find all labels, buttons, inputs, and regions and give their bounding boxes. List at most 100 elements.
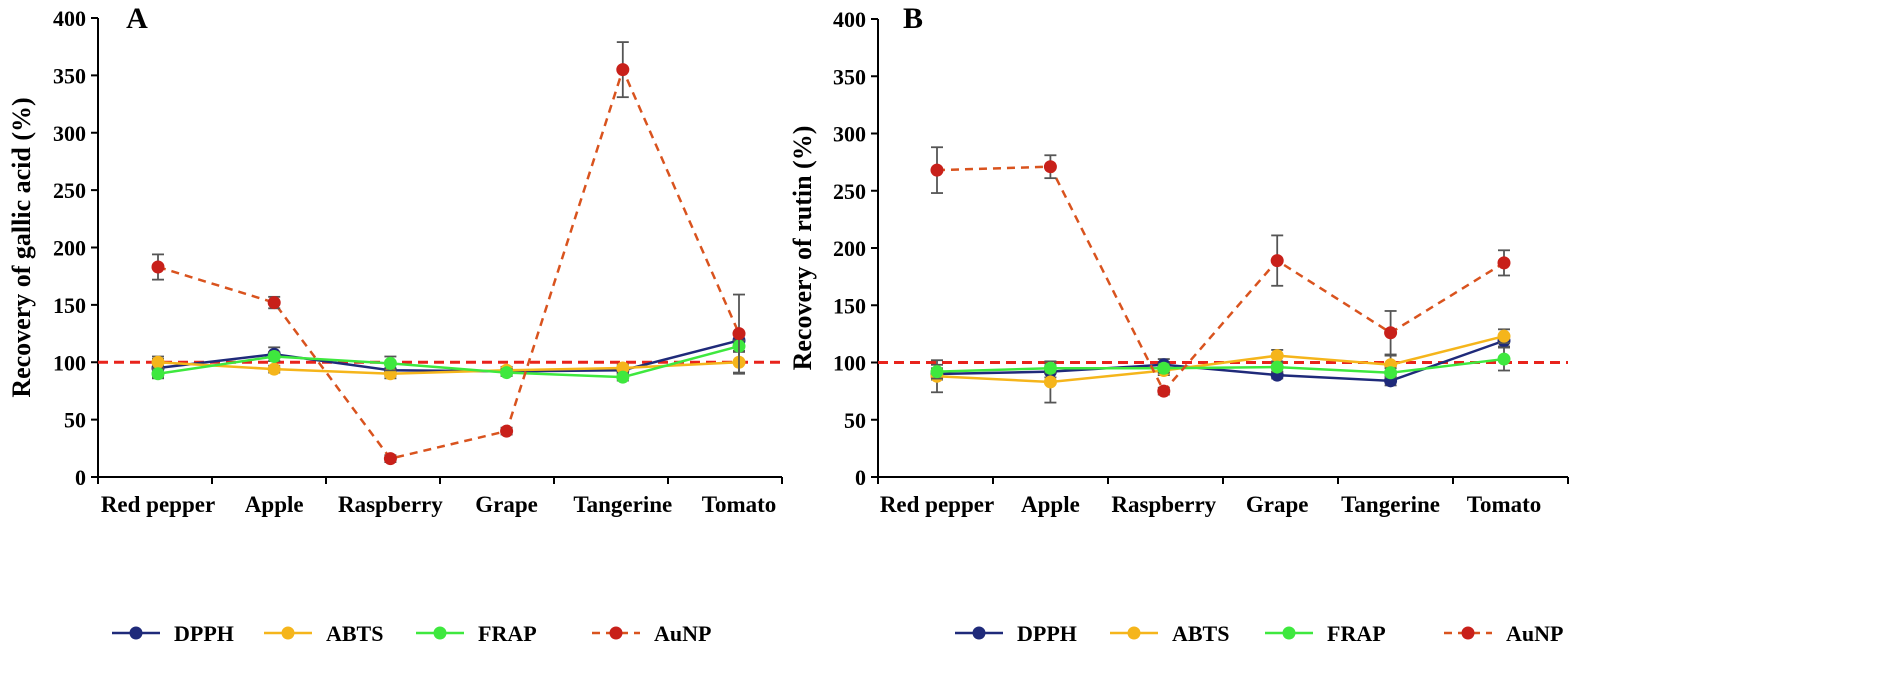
x-tick-label: Grape [1246, 492, 1309, 517]
y-tick-label: 0 [855, 465, 866, 490]
data-point [1270, 349, 1284, 363]
x-tick-label: Apple [1021, 492, 1080, 517]
data-point [1270, 254, 1284, 268]
legend-marker [1461, 626, 1475, 640]
data-point [1497, 352, 1511, 366]
data-point [1384, 326, 1398, 340]
legend-item-aunp: AuNP [1444, 621, 1563, 646]
data-point [1384, 366, 1398, 380]
panel-label: A [126, 2, 148, 35]
panel-label: B [903, 2, 923, 35]
y-tick-label: 300 [53, 121, 86, 146]
legend-label: ABTS [1172, 621, 1229, 646]
data-point [500, 424, 514, 438]
series-line-aunp [936, 165, 1505, 394]
y-tick-label: 250 [833, 179, 866, 204]
legend-label: DPPH [1017, 621, 1077, 646]
series-aunp [151, 41, 746, 466]
data-point [500, 366, 514, 380]
y-tick-label: 250 [53, 178, 86, 203]
legend-item-frap: FRAP [416, 621, 537, 646]
legend-label: ABTS [326, 621, 383, 646]
data-point [1043, 375, 1057, 389]
legend-item-aunp: AuNP [592, 621, 711, 646]
legend-item-dpph: DPPH [955, 621, 1077, 646]
y-tick-label: 400 [53, 6, 86, 31]
y-tick-label: 50 [844, 408, 866, 433]
series-frap [930, 346, 1511, 380]
series-line-aunp [157, 66, 741, 461]
y-tick-label: 200 [833, 236, 866, 261]
data-point [151, 367, 165, 381]
x-tick-label: Tangerine [1341, 492, 1440, 517]
data-point [383, 452, 397, 466]
y-tick-label: 400 [833, 7, 866, 32]
data-point [1497, 256, 1511, 270]
y-tick-label: 350 [53, 63, 86, 88]
data-point [930, 163, 944, 177]
y-tick-label: 200 [53, 236, 86, 261]
y-tick-label: 300 [833, 122, 866, 147]
legend-marker [609, 626, 623, 640]
data-point [616, 370, 630, 384]
legend-label: AuNP [654, 621, 711, 646]
legend-item-dpph: DPPH [112, 621, 234, 646]
series-line-abts [936, 334, 1505, 384]
series-line-dpph [936, 339, 1505, 383]
legend-label: DPPH [174, 621, 234, 646]
data-point [151, 355, 165, 369]
legend-marker [129, 626, 143, 640]
data-point [383, 356, 397, 370]
y-tick-label: 150 [833, 293, 866, 318]
legend-label: AuNP [1506, 621, 1563, 646]
x-tick-label: Red pepper [880, 492, 994, 517]
x-tick-label: Tomato [702, 492, 777, 517]
legend-marker [281, 626, 295, 640]
legend-marker [1127, 626, 1141, 640]
legend-item-frap: FRAP [1265, 621, 1386, 646]
data-point [1043, 160, 1057, 174]
legend-label: FRAP [1327, 621, 1386, 646]
data-point [1270, 360, 1284, 374]
x-tick-label: Raspberry [1111, 492, 1216, 517]
series-line-abts [157, 361, 740, 375]
x-tick-label: Red pepper [101, 492, 215, 517]
data-point [616, 361, 630, 375]
chart-panel-a: 0 50 100 150 200 250 300 350 400 Red pepper Apple R… [7, 2, 783, 646]
legend-marker [433, 626, 447, 640]
series-frap [151, 339, 746, 384]
legend-marker [972, 626, 986, 640]
legend-item-abts: ABTS [1110, 621, 1229, 646]
y-axis-label: Recovery of rutin (%) [788, 126, 817, 371]
x-tick-label: Tomato [1467, 492, 1542, 517]
y-axis-label: Recovery of gallic acid (%) [7, 97, 36, 397]
x-tick-label: Apple [245, 492, 304, 517]
legend-label: FRAP [478, 621, 537, 646]
series-abts [930, 328, 1511, 404]
y-tick-label: 100 [833, 351, 866, 376]
x-tick-label: Grape [475, 492, 538, 517]
y-tick-label: 350 [833, 64, 866, 89]
data-point [1497, 329, 1511, 343]
data-point [1157, 361, 1171, 375]
data-point [267, 296, 281, 310]
x-tick-label: Raspberry [338, 492, 443, 517]
chart-panel-b: 0 50 100 150 200 250 300 350 400 Red pepper Apple R… [788, 2, 1569, 646]
series-line-frap [157, 344, 740, 379]
data-point [267, 362, 281, 376]
y-tick-label: 50 [64, 408, 86, 433]
y-tick-label: 150 [53, 293, 86, 318]
y-tick-label: 100 [53, 350, 86, 375]
legend-marker [1282, 626, 1296, 640]
data-point [267, 350, 281, 364]
legend-item-abts: ABTS [264, 621, 383, 646]
data-point [616, 63, 630, 77]
data-point [732, 327, 746, 341]
series-aunp [930, 146, 1511, 398]
data-point [1043, 361, 1057, 375]
data-point [930, 365, 944, 379]
data-point [1157, 384, 1171, 398]
data-point [151, 260, 165, 274]
series-abts [151, 349, 746, 381]
